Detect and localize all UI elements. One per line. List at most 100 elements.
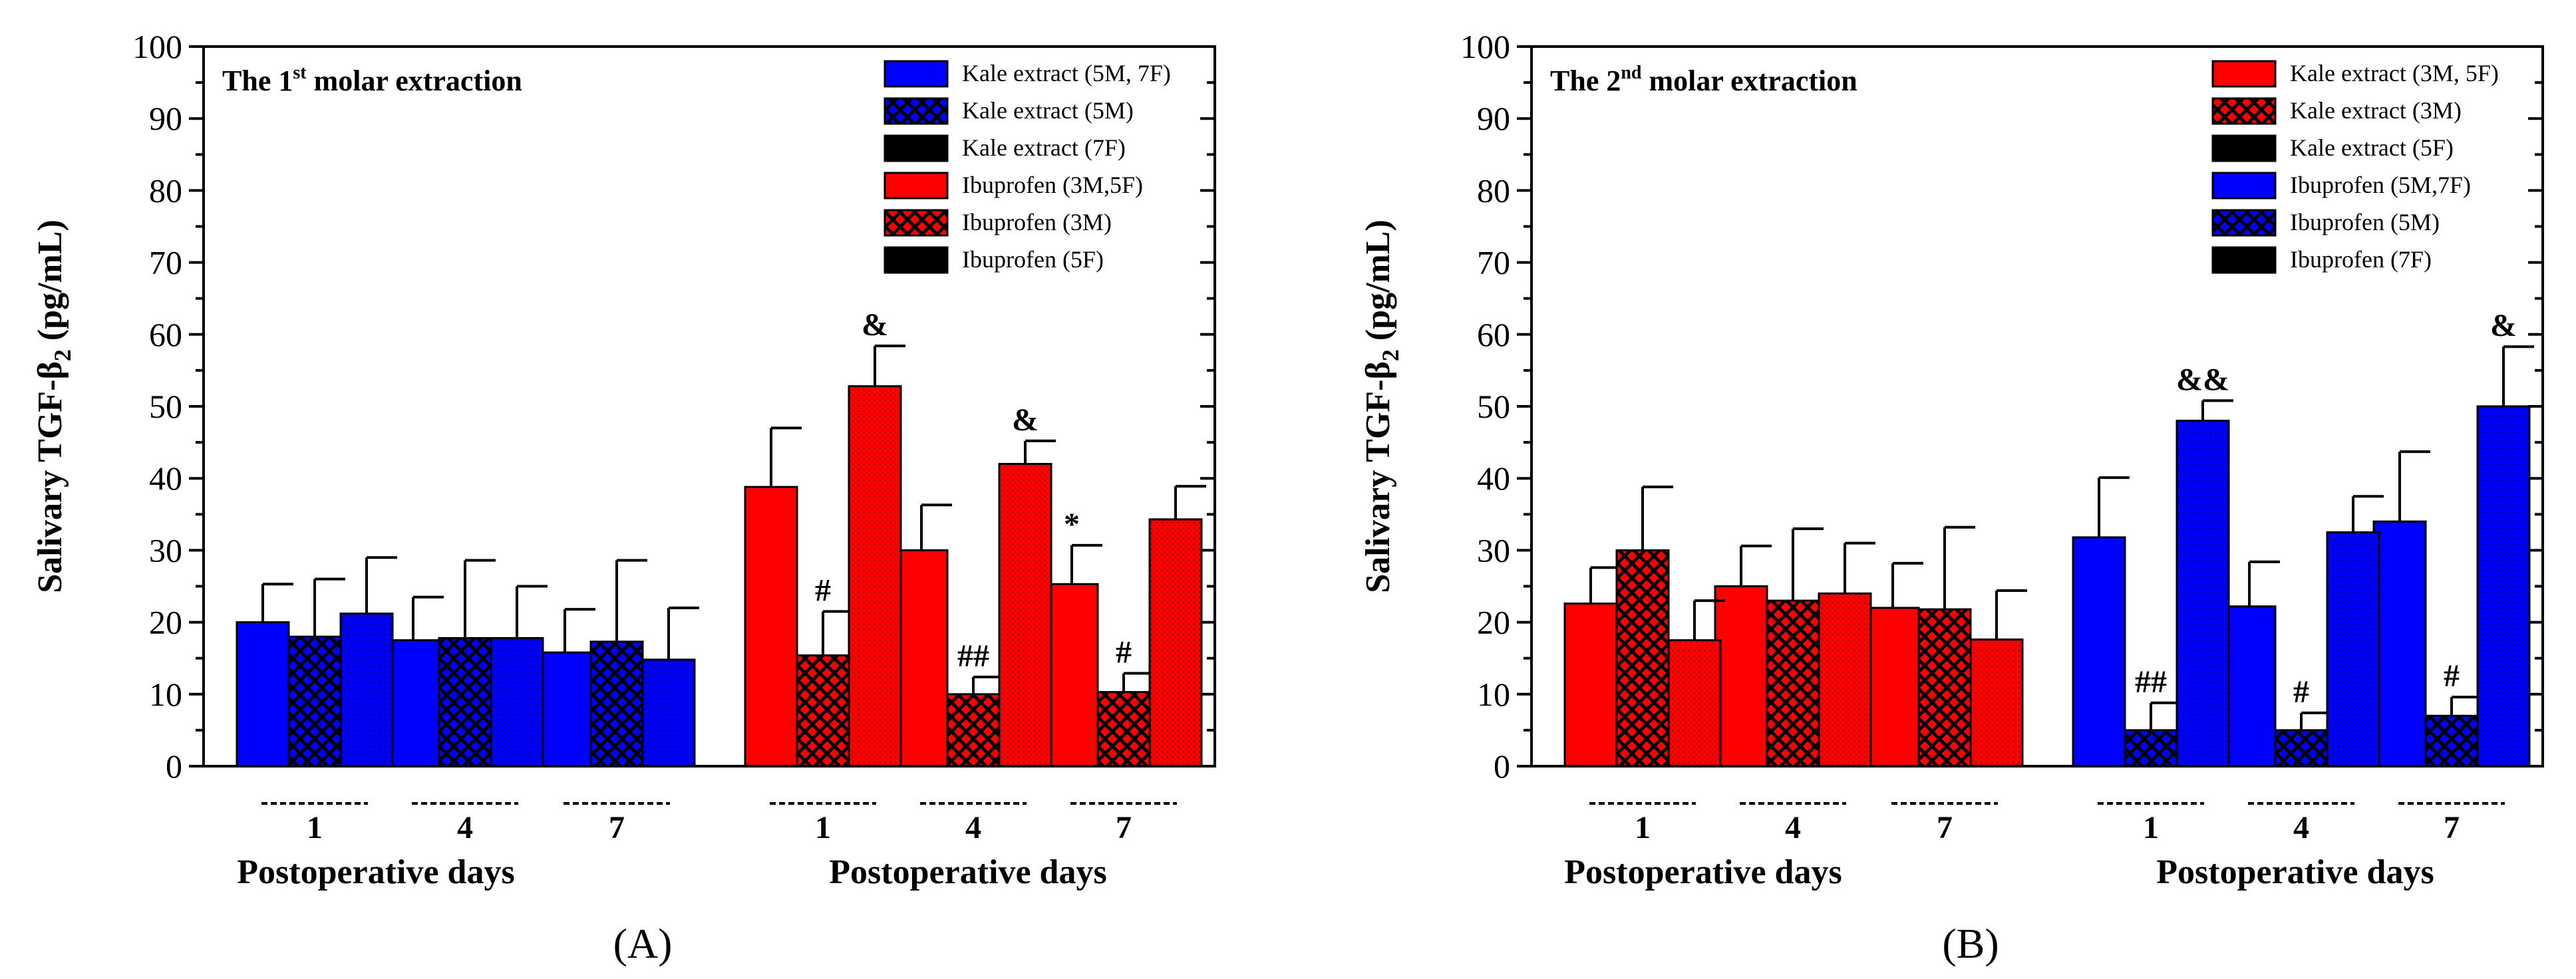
y-axis-title-rest-a: (pg/mL): [31, 219, 69, 349]
x-tick-label: 4: [457, 810, 473, 845]
bar: [2175, 420, 2230, 768]
legend-label: Kale extract (3M, 5F): [2290, 60, 2499, 86]
plot-area-a: *### #&&: [236, 307, 1206, 768]
bar: [1969, 638, 2024, 768]
bar: [236, 621, 290, 768]
x-axis-title: Postoperative days: [1564, 853, 1842, 891]
bar: [538, 651, 592, 768]
x-axis-a: 1 4 7 Postoperative days 1 4 7 Postoperative da…: [237, 802, 1177, 891]
legend-label: Ibuprofen (7F): [2290, 246, 2432, 273]
x-tick-label: 7: [2444, 810, 2460, 845]
y-tick-label: 10: [1477, 676, 1510, 713]
significance-marker: #: [2293, 674, 2309, 710]
bar: [1563, 602, 1618, 768]
y-tick-label: 50: [149, 388, 182, 425]
legend-a: Kale extract (5M, 7F) Kale extract (5M) Ka…: [884, 60, 1171, 274]
x-tick-label: 7: [609, 810, 625, 845]
x-tick-label: 1: [307, 810, 323, 845]
x-axis-title: Postoperative days: [2156, 853, 2434, 891]
x-tick-label: 7: [1116, 810, 1132, 845]
y-axis-title-main-b: Salivary TGF-β: [1359, 361, 1397, 593]
x-tick-label: 7: [1937, 810, 1953, 845]
y-tick-label: 20: [149, 604, 182, 641]
legend-swatch: [2211, 134, 2277, 162]
bar: [1615, 549, 1670, 768]
bar: [2124, 729, 2178, 768]
y-tick-label: 40: [1477, 460, 1510, 497]
significance-marker: #: [2444, 658, 2460, 694]
x-tick-label: 1: [815, 810, 831, 845]
bar: [1045, 583, 1099, 768]
legend-label: Ibuprofen (3M,5F): [962, 172, 1143, 198]
y-tick-label: 90: [149, 100, 182, 137]
legend-swatch: [2211, 209, 2277, 237]
bar: [946, 693, 1001, 768]
bar: [1667, 639, 1722, 768]
legend-label: Kale extract (5F): [2290, 134, 2454, 161]
legend-swatch: [884, 209, 949, 237]
y-tick-label: 30: [149, 531, 182, 569]
bar: [1714, 585, 1768, 768]
chart-title-rest-b: molar extraction: [1642, 65, 1857, 97]
bar: [2476, 405, 2531, 768]
bar: [1917, 608, 1972, 768]
y-tick-label: 70: [149, 244, 182, 281]
y-tick-label: 0: [166, 748, 182, 785]
y-tick-label: 0: [1494, 748, 1510, 785]
y-tick-label: 20: [1477, 604, 1510, 641]
chart-title-b: The 2nd molar extraction: [1550, 63, 1857, 97]
legend-label: Kale extract (3M): [2290, 97, 2462, 124]
bar: [894, 549, 949, 768]
legend-swatch: [884, 97, 949, 125]
y-tick-label: 80: [149, 172, 182, 209]
bar: [386, 639, 440, 768]
significance-marker: #: [815, 573, 831, 608]
significance-marker: &: [2490, 308, 2517, 343]
bar: [641, 658, 696, 768]
bar: [2326, 531, 2380, 768]
bar: [848, 385, 902, 768]
legend-label: Ibuprofen (5M): [2290, 209, 2440, 235]
bar: [2072, 536, 2126, 768]
y-tick-label: 50: [1477, 388, 1510, 425]
y-axis-b: 0 10 20 30 40 50 60 70 80 90 100: [1460, 28, 2543, 785]
y-tick-label: 100: [132, 28, 182, 65]
panel-label-b: (B): [1942, 920, 1999, 967]
chart-title-main-a: The 1: [222, 65, 293, 97]
chart-title-a: The 1st molar extraction: [222, 63, 522, 97]
y-tick-label: 10: [149, 676, 182, 713]
significance-marker: &: [1012, 402, 1039, 438]
significance-marker: &: [862, 307, 888, 343]
bar: [744, 486, 798, 768]
bar: [1148, 518, 1203, 768]
legend-swatch: [884, 134, 949, 162]
panel-label-a: (A): [613, 920, 673, 967]
y-axis-title-sub-b: 2: [1377, 349, 1404, 361]
legend-swatch: [884, 60, 949, 88]
legend-label: Ibuprofen (5F): [962, 246, 1104, 273]
significance-marker: ##: [957, 638, 989, 674]
bar: [438, 636, 492, 768]
x-tick-label: 4: [2293, 810, 2309, 845]
plot-area-b: ## # #&&&: [1563, 308, 2534, 768]
y-tick-label: 90: [1477, 100, 1510, 137]
x-tick-label: 1: [2143, 810, 2159, 845]
bar: [998, 463, 1052, 768]
x-tick-label: 4: [965, 810, 981, 845]
legend-swatch: [884, 246, 949, 274]
legend-swatch: [2211, 172, 2277, 200]
significance-marker: ##: [2135, 664, 2167, 700]
chart-title-sup-b: nd: [1621, 63, 1642, 83]
y-axis-title-sub-a: 2: [49, 349, 76, 361]
bar: [2274, 729, 2329, 768]
y-tick-label: 80: [1477, 172, 1510, 209]
legend-label: Ibuprofen (5M,7F): [2290, 172, 2471, 198]
legend-swatch: [2211, 246, 2277, 274]
legend-b: Kale extract (3M, 5F) Kale extract (3M) Ka…: [2211, 60, 2499, 274]
bar: [796, 654, 850, 768]
significance-marker: #: [1116, 634, 1132, 670]
x-axis-title: Postoperative days: [829, 853, 1106, 891]
x-tick-label: 1: [1635, 810, 1651, 845]
